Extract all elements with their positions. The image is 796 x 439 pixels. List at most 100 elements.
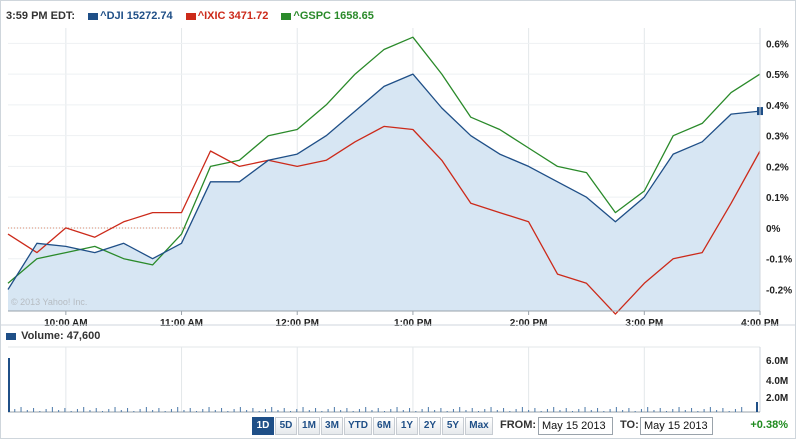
series-line-dji[interactable] bbox=[7, 73, 761, 290]
range-button-5d[interactable]: 5D bbox=[275, 417, 297, 435]
volume-bar bbox=[371, 410, 373, 412]
volume-label: Volume: 47,600 bbox=[21, 330, 101, 342]
volume-bar bbox=[83, 407, 85, 412]
volume-bar bbox=[33, 408, 35, 412]
volume-bar bbox=[565, 408, 567, 412]
legend-item-ixic[interactable]: ^IXIC 3471.72 bbox=[185, 10, 272, 23]
range-button-max[interactable]: Max bbox=[465, 417, 493, 435]
range-button-2y[interactable]: 2Y bbox=[419, 417, 441, 435]
volume-bar bbox=[221, 408, 223, 412]
volume-bar bbox=[283, 408, 285, 412]
volume-bar bbox=[741, 407, 743, 412]
volume-bar bbox=[572, 411, 573, 412]
legend-swatch-dji bbox=[88, 12, 99, 20]
volume-bar bbox=[302, 407, 304, 412]
legend-swatch-gspc bbox=[281, 12, 292, 20]
volume-bar bbox=[528, 410, 530, 412]
legend-label-ixic: ^IXIC 3471.72 bbox=[197, 10, 269, 23]
legend-item-dji[interactable]: ^DJI 15272.74 bbox=[88, 10, 176, 22]
volume-bar bbox=[208, 407, 210, 412]
y-tick-label-8: -0.2% bbox=[766, 285, 792, 296]
volume-bar bbox=[377, 408, 379, 412]
legend-label-dji: ^DJI 15272.74 bbox=[100, 10, 173, 23]
volume-bar bbox=[58, 410, 60, 412]
volume-bar bbox=[603, 411, 605, 412]
to-date-field[interactable]: May 15 2013 bbox=[640, 417, 713, 435]
volume-bar bbox=[333, 407, 335, 412]
series-line-gspc[interactable] bbox=[7, 36, 761, 284]
volume-bar bbox=[20, 407, 22, 412]
volume-bar bbox=[296, 409, 298, 412]
volume-tick-label-0: 6.0M bbox=[766, 356, 788, 367]
volume-bar bbox=[271, 407, 273, 412]
volume-bar bbox=[452, 409, 454, 412]
volume-bar bbox=[352, 411, 354, 412]
range-button-3m[interactable]: 3M bbox=[321, 417, 343, 435]
volume-bar bbox=[396, 407, 398, 412]
volume-legend: Volume: 47,600 bbox=[6, 330, 100, 342]
range-button-ytd[interactable]: YTD bbox=[344, 417, 372, 435]
volume-bar bbox=[728, 411, 730, 412]
volume-bar bbox=[233, 409, 235, 412]
volume-bar bbox=[446, 411, 448, 412]
range-button-6m[interactable]: 6M bbox=[373, 417, 395, 435]
volume-bar bbox=[321, 411, 323, 412]
volume-bar bbox=[622, 410, 624, 412]
volume-bar bbox=[409, 408, 411, 412]
volume-bar bbox=[70, 411, 72, 412]
y-tick-label-4: 0.2% bbox=[766, 162, 789, 173]
volume-bar bbox=[484, 409, 486, 412]
volume-bar bbox=[89, 410, 91, 412]
volume-tick-label-1: 4.0M bbox=[766, 376, 788, 387]
volume-bar bbox=[214, 410, 216, 412]
volume-bar bbox=[258, 411, 260, 412]
volume-bar bbox=[277, 410, 279, 412]
volume-bar bbox=[697, 411, 699, 412]
range-button-1d[interactable]: 1D bbox=[252, 417, 274, 435]
volume-bar bbox=[734, 409, 736, 412]
volume-bar bbox=[703, 409, 705, 412]
from-label: FROM: bbox=[500, 419, 537, 431]
volume-bar bbox=[553, 407, 555, 412]
y-tick-label-1: 0.5% bbox=[766, 70, 789, 81]
volume-bar bbox=[358, 409, 360, 412]
legend-item-gspc[interactable]: ^GSPC 1658.65 bbox=[281, 10, 374, 22]
volume-bar bbox=[459, 407, 461, 412]
volume-bar bbox=[722, 408, 724, 412]
volume-bar bbox=[559, 410, 561, 412]
x-tick-label-5: 3:00 PM bbox=[625, 318, 663, 329]
x-tick-label-6: 4:00 PM bbox=[741, 318, 779, 329]
volume-bar bbox=[402, 410, 404, 412]
volume-bar bbox=[647, 407, 649, 412]
volume-bar bbox=[139, 409, 141, 412]
to-label: TO: bbox=[620, 419, 639, 431]
volume-bar bbox=[315, 408, 317, 412]
volume-bar bbox=[659, 408, 661, 412]
volume-bar bbox=[189, 408, 191, 412]
volume-bar bbox=[427, 407, 429, 412]
volume-bar bbox=[521, 407, 523, 412]
volume-bar bbox=[308, 410, 310, 412]
y-tick-label-6: 0% bbox=[766, 224, 781, 235]
range-button-5y[interactable]: 5Y bbox=[442, 417, 464, 435]
volume-bar bbox=[709, 407, 711, 412]
volume-bar bbox=[440, 408, 442, 412]
volume-bar bbox=[170, 409, 172, 412]
volume-bar bbox=[164, 411, 166, 412]
volume-bar bbox=[177, 407, 179, 412]
volume-bar bbox=[490, 407, 492, 412]
volume-bar bbox=[196, 411, 197, 412]
volume-bar bbox=[496, 410, 498, 412]
range-button-1m[interactable]: 1M bbox=[298, 417, 320, 435]
volume-bar bbox=[471, 408, 473, 412]
range-button-1y[interactable]: 1Y bbox=[396, 417, 418, 435]
volume-bar bbox=[51, 407, 53, 412]
volume-bar bbox=[684, 410, 686, 412]
chart-controls: 1D 5D 1M 3M YTD 6M 1Y 2Y 5Y Max FROM: May 15 2013… bbox=[0, 416, 796, 436]
volume-bar bbox=[609, 409, 611, 412]
volume-bar bbox=[39, 411, 41, 412]
volume-bar bbox=[95, 408, 97, 412]
from-date-field[interactable]: May 15 2013 bbox=[538, 417, 613, 435]
chart-legend: 3:59 PM EDT: ^DJI 15272.74 ^IXIC 3471.72… bbox=[6, 8, 374, 24]
series-line-ixic[interactable] bbox=[7, 125, 761, 315]
